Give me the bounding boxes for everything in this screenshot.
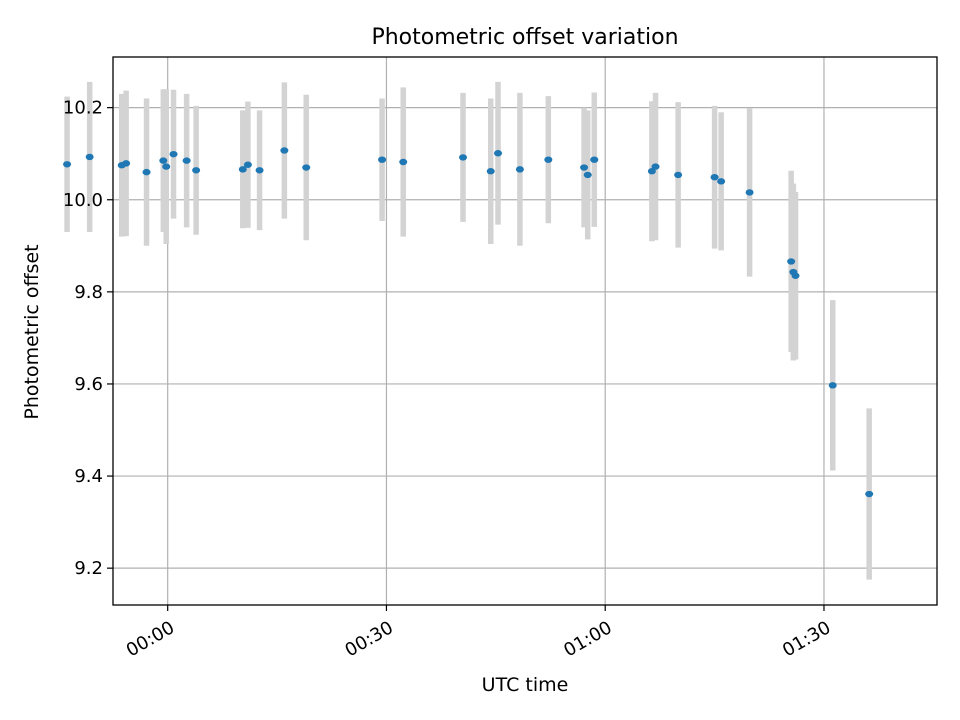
x-axis-label: UTC time: [482, 674, 569, 696]
data-point: [255, 167, 264, 174]
data-point: [745, 189, 754, 196]
data-point: [710, 173, 719, 181]
data-point: [378, 156, 387, 163]
data-point: [122, 160, 131, 167]
data-point: [651, 163, 660, 170]
data-point: [787, 258, 796, 265]
data-point: [647, 168, 656, 175]
data-point: [192, 167, 201, 174]
y-axis-label: Photometric offset: [21, 244, 43, 419]
data-point: [486, 168, 495, 175]
data-point: [494, 150, 503, 157]
data-point: [243, 161, 252, 168]
data-point: [515, 166, 524, 173]
y-tick-label: 9.4: [74, 466, 103, 487]
data-point: [162, 163, 171, 170]
y-axis-ticks: 9.2 9.4 9.6 9.8 10.0 10.2: [63, 98, 113, 579]
chart-title: Photometric offset variation: [371, 25, 678, 50]
y-tick-label: 9.8: [74, 282, 103, 303]
data-point: [583, 171, 592, 179]
data-point: [85, 153, 94, 161]
data-point: [182, 157, 191, 164]
data-point: [828, 382, 837, 389]
data-point: [280, 147, 289, 154]
y-tick-label: 9.2: [74, 558, 103, 579]
data-point: [399, 158, 408, 166]
plot-frame: [112, 56, 938, 606]
y-tick-label: 9.6: [74, 374, 103, 395]
data-point: [459, 154, 468, 161]
data-point: [238, 166, 247, 173]
data-point: [580, 164, 589, 171]
data-point: [63, 161, 72, 168]
data-point: [865, 490, 874, 498]
data-point: [159, 157, 168, 164]
data-points: [63, 147, 874, 498]
data-point: [302, 164, 311, 171]
data-point: [590, 156, 599, 163]
data-point: [544, 156, 553, 163]
data-point: [142, 168, 151, 176]
data-point: [717, 178, 726, 185]
data-point: [169, 150, 178, 158]
data-point: [674, 171, 683, 179]
y-tick-label: 10.2: [63, 98, 103, 119]
y-tick-label: 10.0: [63, 190, 103, 211]
data-point: [791, 272, 800, 279]
